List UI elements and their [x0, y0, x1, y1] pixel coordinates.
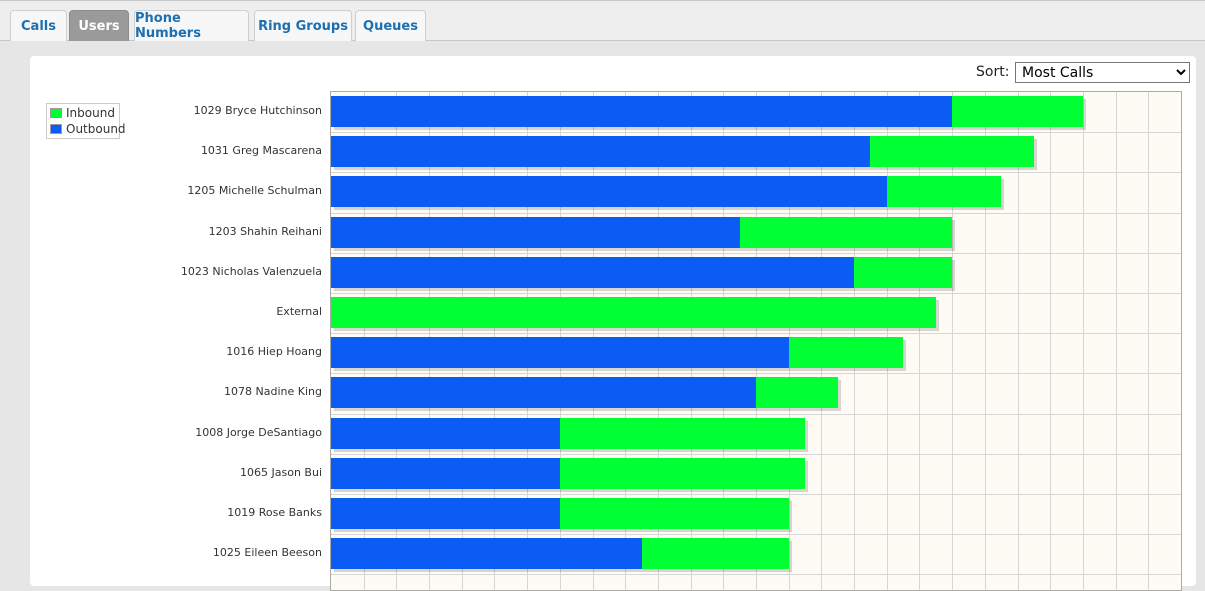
row-label: 1205 Michelle Schulman [187, 184, 322, 197]
grid-line-vertical [985, 92, 986, 590]
tab-ring-groups[interactable]: Ring Groups [254, 10, 352, 41]
bar-outbound[interactable] [331, 498, 560, 529]
bar-outbound[interactable] [331, 538, 642, 569]
grid-line-horizontal [331, 213, 1181, 214]
row-label: 1065 Jason Bui [240, 466, 322, 479]
bar-inbound[interactable] [788, 337, 904, 368]
grid-line-vertical [919, 92, 920, 590]
inbound-swatch [50, 108, 62, 118]
tab-queues[interactable]: Queues [355, 10, 426, 41]
bar-outbound[interactable] [331, 217, 740, 248]
row-label: 1016 Hiep Hoang [226, 345, 322, 358]
bar-inbound[interactable] [739, 217, 953, 248]
bar-outbound[interactable] [331, 458, 560, 489]
tab-calls[interactable]: Calls [10, 10, 67, 41]
row-label: 1008 Jorge DeSantiago [195, 426, 322, 439]
grid-line-horizontal [331, 534, 1181, 535]
row-label: 1031 Greg Mascarena [200, 144, 322, 157]
tab-users[interactable]: Users [69, 10, 129, 41]
grid-line-horizontal [331, 132, 1181, 133]
bar-inbound[interactable] [756, 377, 838, 408]
grid-line-horizontal [331, 253, 1181, 254]
grid-line-vertical [1018, 92, 1019, 590]
bar-outbound[interactable] [331, 257, 855, 288]
legend-outbound-label: Outbound [66, 122, 126, 136]
legend-item-outbound: Outbound [50, 121, 126, 137]
outbound-swatch [50, 124, 62, 134]
bar-inbound[interactable] [870, 136, 1034, 167]
bar-inbound[interactable] [641, 538, 789, 569]
bar-inbound[interactable] [559, 498, 789, 529]
chart-plot-area [330, 91, 1182, 591]
chart-legend: Inbound Outbound [46, 103, 126, 139]
sort-label: Sort: [976, 64, 1010, 80]
bar-outbound[interactable] [331, 176, 887, 207]
grid-line-horizontal [331, 293, 1181, 294]
tab-phone-numbers[interactable]: Phone Numbers [134, 10, 249, 41]
bar-outbound[interactable] [331, 377, 756, 408]
bar-inbound[interactable] [952, 96, 1083, 127]
grid-line-horizontal [331, 333, 1181, 334]
row-label: 1078 Nadine King [224, 385, 322, 398]
bar-inbound[interactable] [854, 257, 953, 288]
grid-line-horizontal [331, 373, 1181, 374]
grid-line-horizontal [331, 574, 1181, 575]
bar-outbound[interactable] [331, 418, 560, 449]
grid-line-vertical [952, 92, 953, 590]
grid-line-vertical [1050, 92, 1051, 590]
grid-line-horizontal [331, 494, 1181, 495]
grid-line-vertical [1116, 92, 1117, 590]
row-label: 1025 Eileen Beeson [212, 546, 322, 559]
bar-inbound[interactable] [886, 176, 1002, 207]
grid-line-vertical [1148, 92, 1149, 590]
grid-line-horizontal [331, 414, 1181, 415]
legend-item-inbound: Inbound [50, 105, 115, 121]
bar-outbound[interactable] [331, 96, 953, 127]
bar-outbound[interactable] [331, 136, 871, 167]
bar-outbound[interactable] [331, 337, 789, 368]
row-label: 1023 Nicholas Valenzuela [180, 265, 322, 278]
bar-inbound[interactable] [559, 418, 806, 449]
bar-inbound[interactable] [331, 297, 936, 328]
legend-inbound-label: Inbound [66, 106, 115, 120]
row-label: 1019 Rose Banks [227, 506, 322, 519]
row-label: 1029 Bryce Hutchinson [193, 104, 322, 117]
grid-line-horizontal [331, 454, 1181, 455]
row-label: External [276, 305, 322, 318]
grid-line-vertical [1083, 92, 1084, 590]
sort-select[interactable]: Most Calls [1015, 62, 1190, 83]
grid-line-horizontal [331, 172, 1181, 173]
tab-bar: Calls Users Phone Numbers Ring Groups Queues [0, 0, 1205, 41]
row-label: 1203 Shahin Reihani [208, 225, 322, 238]
bar-inbound[interactable] [559, 458, 806, 489]
